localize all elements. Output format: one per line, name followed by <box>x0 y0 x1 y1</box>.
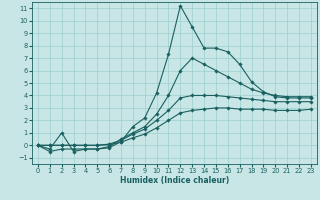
X-axis label: Humidex (Indice chaleur): Humidex (Indice chaleur) <box>120 176 229 185</box>
